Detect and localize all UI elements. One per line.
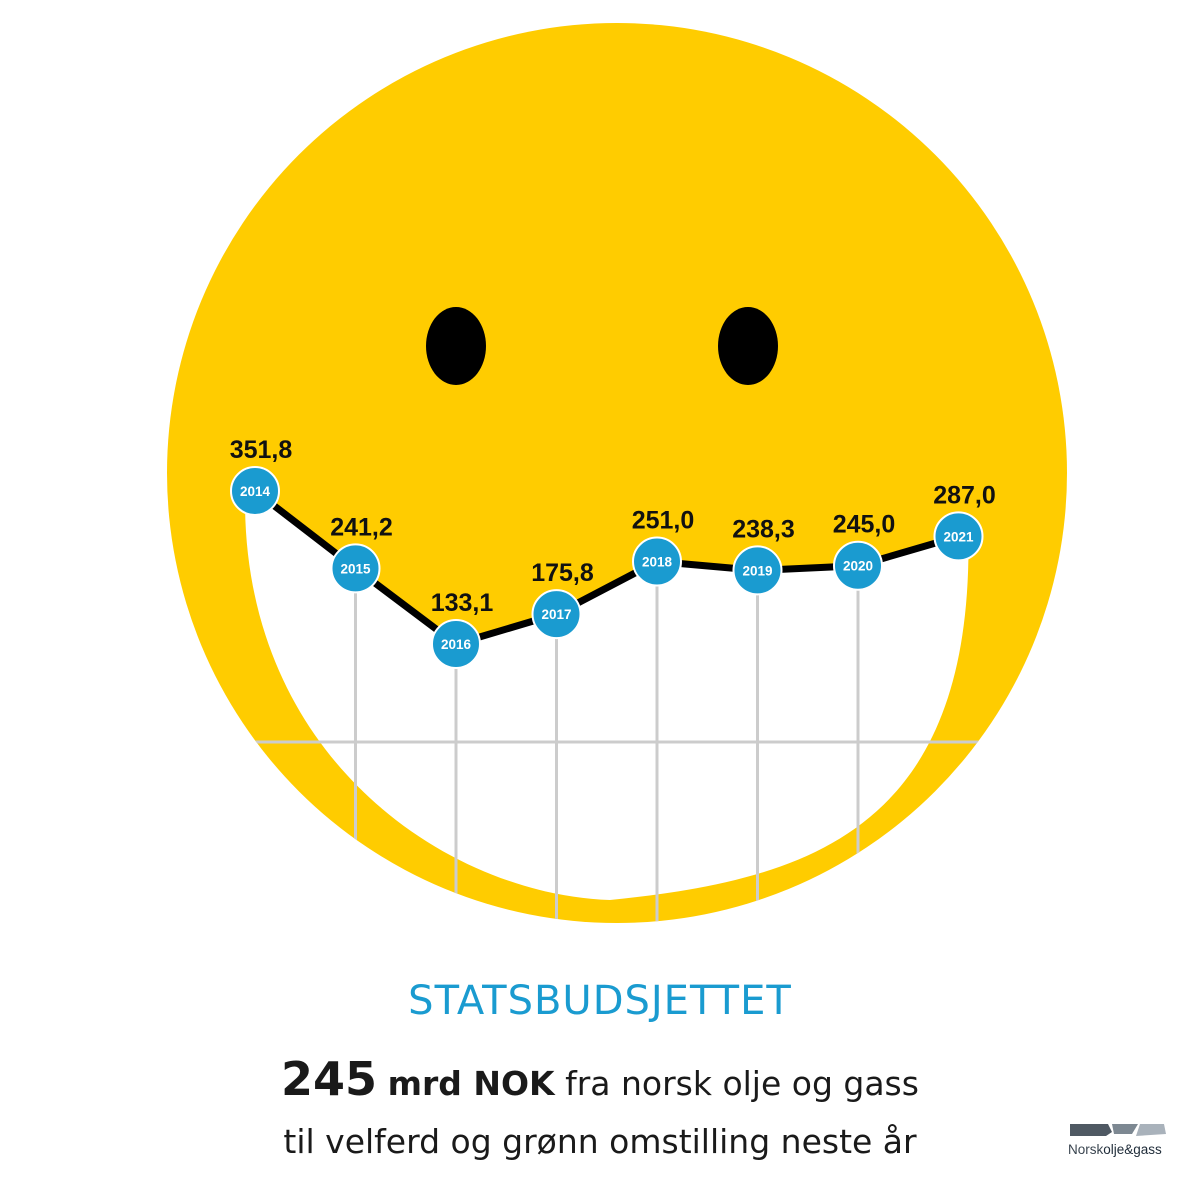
right-eye-icon — [718, 307, 778, 385]
left-eye-icon — [426, 307, 486, 385]
data-point-marker — [531, 589, 582, 640]
data-value-label: 287,0 — [933, 481, 996, 509]
data-value-label: 241,2 — [330, 513, 393, 541]
summary-line-1: 245 mrd NOK fra norsk olje og gass — [0, 1052, 1200, 1106]
data-value-label: 175,8 — [531, 559, 594, 587]
data-value-label: 238,3 — [732, 515, 795, 543]
summary-amount: 245 — [281, 1052, 378, 1106]
data-point-marker — [230, 466, 280, 516]
data-value-label: 245,0 — [833, 511, 896, 539]
x-tick-label: 2020 — [843, 559, 873, 574]
logo-mark-icon — [1070, 1124, 1166, 1136]
data-point-marker — [833, 540, 883, 591]
data-point-marker — [933, 511, 984, 562]
data-points-group: 2014 351,8 2015 241,2 2016 133,1 2017 175,8 2018… — [230, 436, 996, 669]
summary-rest: fra norsk olje og gass — [554, 1064, 919, 1103]
smile-mouth — [245, 491, 969, 900]
x-tick-label: 2014 — [240, 484, 271, 499]
x-tick-label: 2016 — [441, 637, 472, 652]
data-point-marker — [431, 619, 481, 669]
data-value-label: 351,8 — [230, 436, 293, 464]
summary-line-2: til velferd og grønn omstilling neste år — [283, 1122, 917, 1161]
summary-unit: mrd NOK — [387, 1064, 555, 1103]
x-tick-label: 2015 — [340, 561, 371, 576]
data-point-marker — [632, 536, 682, 587]
smiley-chart: 2014 351,8 2015 241,2 2016 133,1 2017 175,8 2018… — [167, 23, 1067, 923]
x-tick-label: 2017 — [541, 607, 571, 622]
logo-text: Norskolje&gass — [1068, 1142, 1162, 1157]
data-value-label: 251,0 — [632, 507, 695, 535]
x-tick-label: 2021 — [943, 529, 974, 544]
norsk-olje-gass-logo: Norskolje&gass — [1068, 1120, 1168, 1164]
data-value-label: 133,1 — [431, 589, 494, 617]
data-point-marker — [732, 545, 783, 596]
x-tick-label: 2019 — [742, 563, 772, 578]
x-tick-label: 2018 — [642, 555, 673, 570]
data-point-marker — [330, 543, 381, 594]
chart-heading: STATSBUDSJETTET — [408, 978, 792, 1024]
